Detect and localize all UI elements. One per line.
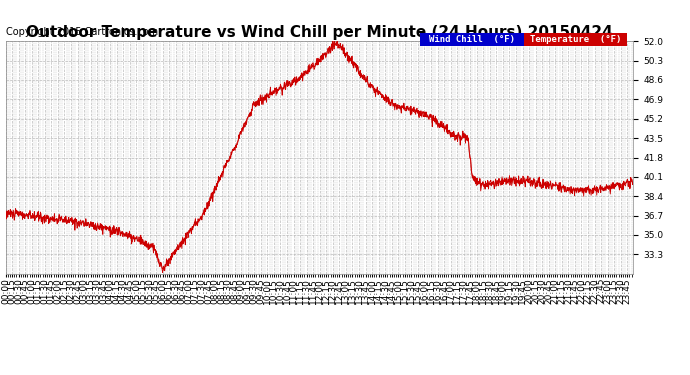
Text: Temperature  (°F): Temperature (°F) bbox=[530, 35, 621, 44]
Title: Outdoor Temperature vs Wind Chill per Minute (24 Hours) 20150424: Outdoor Temperature vs Wind Chill per Mi… bbox=[26, 25, 613, 40]
Text: Wind Chill  (°F): Wind Chill (°F) bbox=[428, 35, 515, 44]
FancyBboxPatch shape bbox=[420, 33, 524, 46]
FancyBboxPatch shape bbox=[524, 33, 627, 46]
Text: Copyright 2015 Cartronics.com: Copyright 2015 Cartronics.com bbox=[6, 27, 157, 37]
